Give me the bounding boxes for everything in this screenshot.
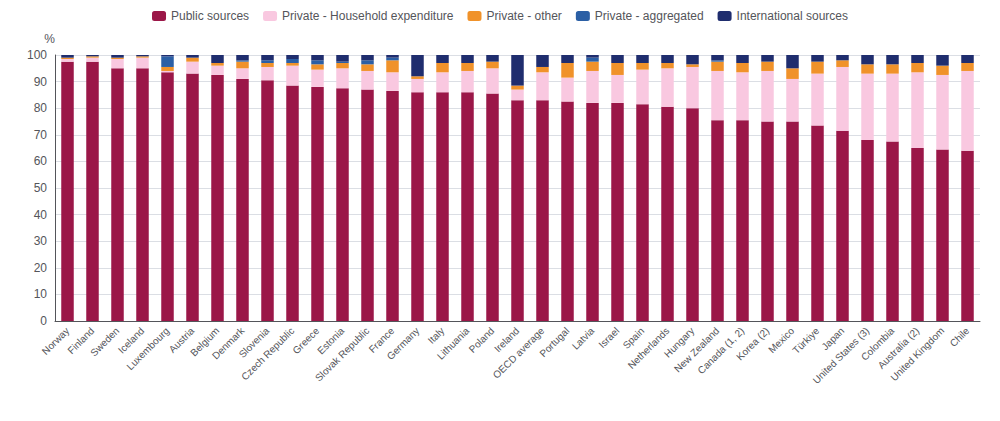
svg-text:Greece: Greece	[290, 325, 322, 356]
svg-text:Mexico: Mexico	[766, 325, 797, 356]
svg-text:50: 50	[34, 181, 48, 195]
svg-text:30: 30	[34, 234, 48, 248]
svg-text:Australia (2): Australia (2)	[875, 325, 922, 371]
svg-text:80: 80	[34, 101, 48, 115]
svg-text:0: 0	[40, 314, 47, 328]
svg-text:%: %	[44, 32, 55, 46]
svg-text:Private - other: Private - other	[486, 9, 561, 23]
svg-text:OECD average: OECD average	[490, 325, 547, 381]
svg-text:40: 40	[34, 208, 48, 222]
svg-text:Poland: Poland	[467, 325, 497, 355]
svg-text:France: France	[366, 325, 397, 355]
svg-text:90: 90	[34, 75, 48, 89]
svg-text:Germany: Germany	[385, 325, 422, 362]
svg-text:Colombia: Colombia	[858, 325, 897, 363]
svg-text:Korea (2): Korea (2)	[734, 325, 771, 362]
svg-text:Italy: Italy	[426, 325, 447, 346]
svg-text:Ireland: Ireland	[492, 325, 522, 355]
svg-text:10: 10	[34, 287, 48, 301]
svg-text:Hungary: Hungary	[661, 325, 697, 360]
svg-text:Israel: Israel	[596, 325, 621, 350]
svg-text:Spain: Spain	[620, 325, 647, 351]
svg-text:Austria: Austria	[166, 325, 197, 355]
svg-text:Slovak Republic: Slovak Republic	[313, 325, 371, 383]
svg-text:International sources: International sources	[737, 9, 848, 23]
svg-text:Private - aggregated: Private - aggregated	[595, 9, 704, 23]
svg-text:Latvia: Latvia	[570, 325, 597, 352]
svg-text:Netherlands: Netherlands	[625, 325, 672, 371]
svg-text:20: 20	[34, 261, 48, 275]
svg-text:Norway: Norway	[40, 325, 72, 357]
svg-text:Türkiye: Türkiye	[790, 325, 821, 356]
svg-text:Belgium: Belgium	[188, 325, 222, 359]
svg-text:Chile: Chile	[948, 325, 972, 349]
svg-text:Denmark: Denmark	[210, 325, 247, 362]
svg-text:70: 70	[34, 128, 48, 142]
svg-text:New Zealand: New Zealand	[672, 325, 722, 375]
svg-text:60: 60	[34, 154, 48, 168]
svg-text:Public sources: Public sources	[171, 9, 249, 23]
svg-text:Portugal: Portugal	[537, 325, 571, 359]
svg-text:Lithuania: Lithuania	[435, 325, 472, 362]
svg-text:Canada (1, 2): Canada (1, 2)	[695, 325, 747, 377]
svg-text:United Kingdom: United Kingdom	[888, 325, 946, 383]
svg-text:United States (3): United States (3)	[810, 325, 872, 386]
svg-text:Czech Republic: Czech Republic	[239, 325, 296, 382]
svg-text:Estonia: Estonia	[315, 325, 347, 357]
svg-text:100: 100	[27, 48, 47, 62]
svg-text:Slovenia: Slovenia	[236, 325, 272, 360]
svg-text:Sweden: Sweden	[88, 325, 121, 358]
svg-text:Iceland: Iceland	[115, 325, 147, 356]
svg-text:Japan: Japan	[819, 325, 847, 353]
svg-text:Finland: Finland	[65, 325, 97, 356]
svg-text:Private - Household expenditur: Private - Household expenditure	[282, 9, 454, 23]
svg-text:Luxembourg: Luxembourg	[124, 325, 171, 372]
